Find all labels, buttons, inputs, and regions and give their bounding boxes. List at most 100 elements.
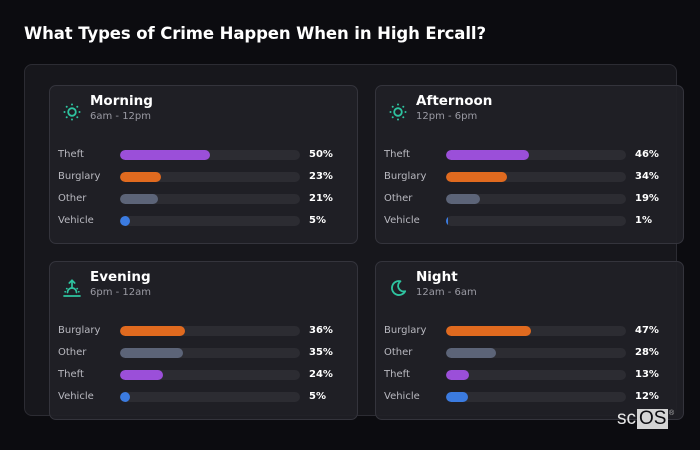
bar-label: Vehicle (384, 391, 420, 402)
bar-label: Theft (384, 369, 410, 380)
bar-track (446, 392, 626, 402)
scos-logo: sc OS ® (617, 408, 674, 429)
bar-label: Burglary (58, 171, 101, 182)
bar-label: Vehicle (58, 215, 94, 226)
bar-track (446, 150, 626, 160)
bar-track (120, 216, 300, 226)
bar-value: 50% (309, 149, 333, 160)
bar-track (446, 370, 626, 380)
bar-row: Theft 46% (376, 148, 683, 170)
bar-track (120, 326, 300, 336)
bar-row: Vehicle 5% (50, 214, 357, 236)
card-title: Afternoon (416, 93, 493, 109)
bar-list: Theft 46% Burglary 34% Other 19% Vehicle 1% (376, 148, 683, 236)
bar-label: Burglary (58, 325, 101, 336)
bar-row: Theft 13% (376, 368, 683, 390)
bar-row: Other 35% (50, 346, 357, 368)
bar-row: Vehicle 12% (376, 390, 683, 412)
card-time-range: 12pm - 6pm (416, 111, 478, 122)
bar-row: Other 21% (50, 192, 357, 214)
card-afternoon: Afternoon 12pm - 6pm Theft 46% Burglary 34… (375, 85, 684, 244)
bar-value: 13% (635, 369, 659, 380)
bar-row: Burglary 34% (376, 170, 683, 192)
bar-fill (446, 348, 497, 358)
bar-row: Burglary 36% (50, 324, 357, 346)
bar-fill (120, 326, 185, 336)
card-time-range: 6pm - 12am (90, 287, 152, 298)
bar-track (120, 392, 300, 402)
bar-fill (446, 216, 448, 226)
registered-mark: ® (669, 410, 675, 417)
bar-value: 36% (309, 325, 333, 336)
card-night: Night 12am - 6am Burglary 47% Other 28% Th… (375, 261, 684, 420)
bar-label: Vehicle (384, 215, 420, 226)
bar-fill (120, 392, 130, 402)
logo-os: OS (637, 408, 669, 429)
bar-value: 12% (635, 391, 659, 402)
bar-label: Other (58, 193, 87, 204)
bar-track (120, 194, 300, 204)
bar-fill (446, 326, 531, 336)
bar-track (446, 216, 626, 226)
bar-value: 35% (309, 347, 333, 358)
bar-value: 19% (635, 193, 659, 204)
bar-track (120, 370, 300, 380)
bar-label: Vehicle (58, 391, 94, 402)
bar-fill (446, 370, 470, 380)
bar-value: 47% (635, 325, 659, 336)
bar-label: Theft (58, 369, 84, 380)
bar-row: Other 19% (376, 192, 683, 214)
bar-track (446, 348, 626, 358)
bar-list: Burglary 47% Other 28% Theft 13% Vehicle 12% (376, 324, 683, 412)
bar-row: Other 28% (376, 346, 683, 368)
bar-list: Burglary 36% Other 35% Theft 24% Vehicle 5% (50, 324, 357, 412)
bar-value: 5% (309, 391, 326, 402)
bar-value: 34% (635, 171, 659, 182)
bar-value: 21% (309, 193, 333, 204)
bar-label: Theft (58, 149, 84, 160)
sun-icon (389, 103, 407, 121)
bar-fill (446, 172, 508, 182)
card-time-range: 12am - 6am (416, 287, 477, 298)
bar-row: Theft 50% (50, 148, 357, 170)
bar-fill (120, 348, 183, 358)
bar-fill (120, 172, 162, 182)
moon-icon (391, 280, 407, 296)
bar-label: Theft (384, 149, 410, 160)
bar-fill (120, 150, 210, 160)
bar-label: Other (58, 347, 87, 358)
card-title: Morning (90, 93, 153, 109)
bar-label: Other (384, 347, 413, 358)
card-title: Night (416, 269, 458, 285)
card-time-range: 6am - 12pm (90, 111, 152, 122)
bar-value: 24% (309, 369, 333, 380)
bar-label: Burglary (384, 325, 427, 336)
sun-icon (63, 103, 81, 121)
sunset-icon (63, 279, 81, 297)
bar-value: 28% (635, 347, 659, 358)
bar-label: Burglary (384, 171, 427, 182)
bar-fill (446, 392, 468, 402)
bar-fill (120, 216, 130, 226)
bar-value: 23% (309, 171, 333, 182)
bar-track (120, 172, 300, 182)
bar-track (446, 172, 626, 182)
logo-sc: sc (617, 408, 636, 429)
card-evening: Evening 6pm - 12am Burglary 36% Other 35% … (49, 261, 358, 420)
bar-value: 5% (309, 215, 326, 226)
bar-list: Theft 50% Burglary 23% Other 21% Vehicle 5% (50, 148, 357, 236)
bar-fill (446, 194, 481, 204)
bar-track (120, 150, 300, 160)
bar-row: Burglary 23% (50, 170, 357, 192)
card-morning: Morning 6am - 12pm Theft 50% Burglary 23% … (49, 85, 358, 244)
bar-row: Theft 24% (50, 368, 357, 390)
bar-fill (120, 370, 164, 380)
page-title: What Types of Crime Happen When in High … (24, 24, 486, 43)
bar-track (120, 348, 300, 358)
bar-value: 46% (635, 149, 659, 160)
bar-label: Other (384, 193, 413, 204)
bar-fill (446, 150, 529, 160)
card-title: Evening (90, 269, 151, 285)
bar-row: Vehicle 1% (376, 214, 683, 236)
bar-track (446, 326, 626, 336)
